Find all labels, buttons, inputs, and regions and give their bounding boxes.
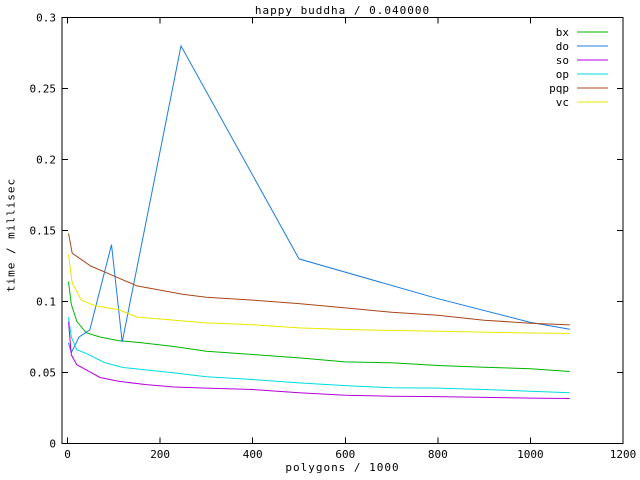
x-tick-label: 600 xyxy=(335,448,355,461)
y-tick-label: 0 xyxy=(49,438,56,451)
chart-title: happy buddha / 0.040000 xyxy=(254,4,431,17)
series-line-do xyxy=(68,44,570,354)
x-tick-label: 1000 xyxy=(517,448,544,461)
series-line-bx xyxy=(68,281,570,372)
plot-border xyxy=(61,17,624,444)
legend-label-vc: vc xyxy=(556,96,569,109)
legend-label-so: so xyxy=(556,54,569,67)
y-tick-label: 0.25 xyxy=(30,83,57,96)
y-tick-label: 0.3 xyxy=(36,12,56,25)
legend-label-bx: bx xyxy=(556,26,570,39)
legend-label-pqp: pqp xyxy=(549,82,569,95)
y-tick-label: 0.2 xyxy=(36,154,56,167)
legend-label-op: op xyxy=(556,68,569,81)
y-tick-label: 0.15 xyxy=(30,225,57,238)
series-line-vc xyxy=(68,254,570,334)
series-line-pqp xyxy=(68,233,570,326)
x-tick-label: 1200 xyxy=(610,448,637,461)
y-axis-title-text: time / millisec xyxy=(4,177,18,293)
y-tick-label: 0.1 xyxy=(36,296,56,309)
x-axis-title: polygons / 1000 xyxy=(285,461,400,474)
x-tick-label: 200 xyxy=(150,448,170,461)
legend-label-do: do xyxy=(556,40,569,53)
y-tick-label: 0.05 xyxy=(30,367,57,380)
series-line-op xyxy=(68,317,570,394)
series-line-so xyxy=(68,321,570,399)
x-tick-label: 0 xyxy=(64,448,71,461)
x-tick-label: 800 xyxy=(428,448,448,461)
x-tick-label: 400 xyxy=(243,448,263,461)
